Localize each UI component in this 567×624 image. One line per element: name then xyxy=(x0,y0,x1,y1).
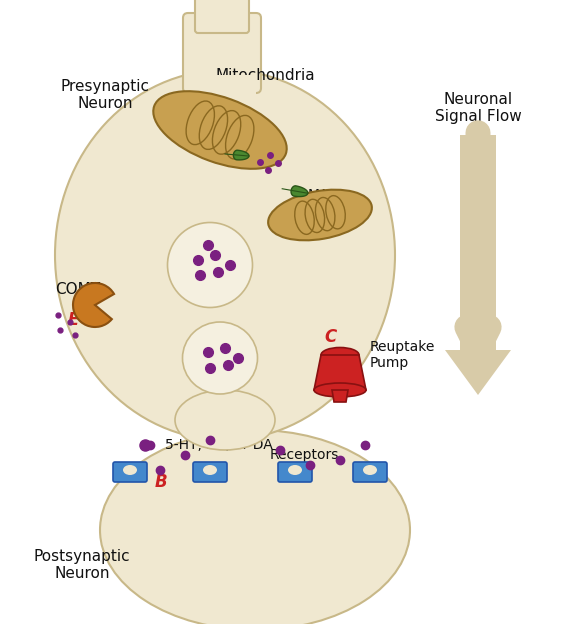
Wedge shape xyxy=(73,283,114,327)
Ellipse shape xyxy=(123,465,137,475)
Ellipse shape xyxy=(100,430,410,624)
FancyBboxPatch shape xyxy=(195,0,249,33)
Text: MAO: MAO xyxy=(308,188,340,202)
FancyBboxPatch shape xyxy=(113,462,147,482)
Text: COMT: COMT xyxy=(55,283,100,298)
Polygon shape xyxy=(460,135,496,350)
Ellipse shape xyxy=(314,383,366,397)
Ellipse shape xyxy=(167,223,252,308)
Text: Reuptake
Pump: Reuptake Pump xyxy=(370,340,435,370)
Text: D: D xyxy=(270,144,284,162)
Ellipse shape xyxy=(288,465,302,475)
Text: Neuronal
Signal Flow: Neuronal Signal Flow xyxy=(435,92,522,124)
Ellipse shape xyxy=(55,70,395,440)
FancyBboxPatch shape xyxy=(183,13,261,93)
Polygon shape xyxy=(291,186,308,197)
Ellipse shape xyxy=(321,348,359,363)
Text: A: A xyxy=(183,244,196,262)
Polygon shape xyxy=(314,355,366,390)
Text: B: B xyxy=(155,473,168,491)
Ellipse shape xyxy=(203,465,217,475)
Text: Mitochondria: Mitochondria xyxy=(215,67,315,82)
FancyBboxPatch shape xyxy=(278,462,312,482)
Text: Presynaptic
Neuron: Presynaptic Neuron xyxy=(61,79,150,111)
Text: E: E xyxy=(68,311,79,329)
Text: 5-HT, NE, or DA: 5-HT, NE, or DA xyxy=(165,438,273,452)
Bar xyxy=(190,75,256,95)
Polygon shape xyxy=(445,350,511,395)
Text: Receptors: Receptors xyxy=(270,448,340,462)
Text: Postsynaptic
Neuron: Postsynaptic Neuron xyxy=(33,548,130,581)
Ellipse shape xyxy=(175,390,275,450)
Ellipse shape xyxy=(268,190,372,240)
Ellipse shape xyxy=(153,91,287,169)
Polygon shape xyxy=(332,390,348,402)
Ellipse shape xyxy=(183,322,257,394)
FancyBboxPatch shape xyxy=(353,462,387,482)
Polygon shape xyxy=(234,150,249,160)
Ellipse shape xyxy=(363,465,377,475)
FancyBboxPatch shape xyxy=(193,462,227,482)
Text: C: C xyxy=(324,328,336,346)
